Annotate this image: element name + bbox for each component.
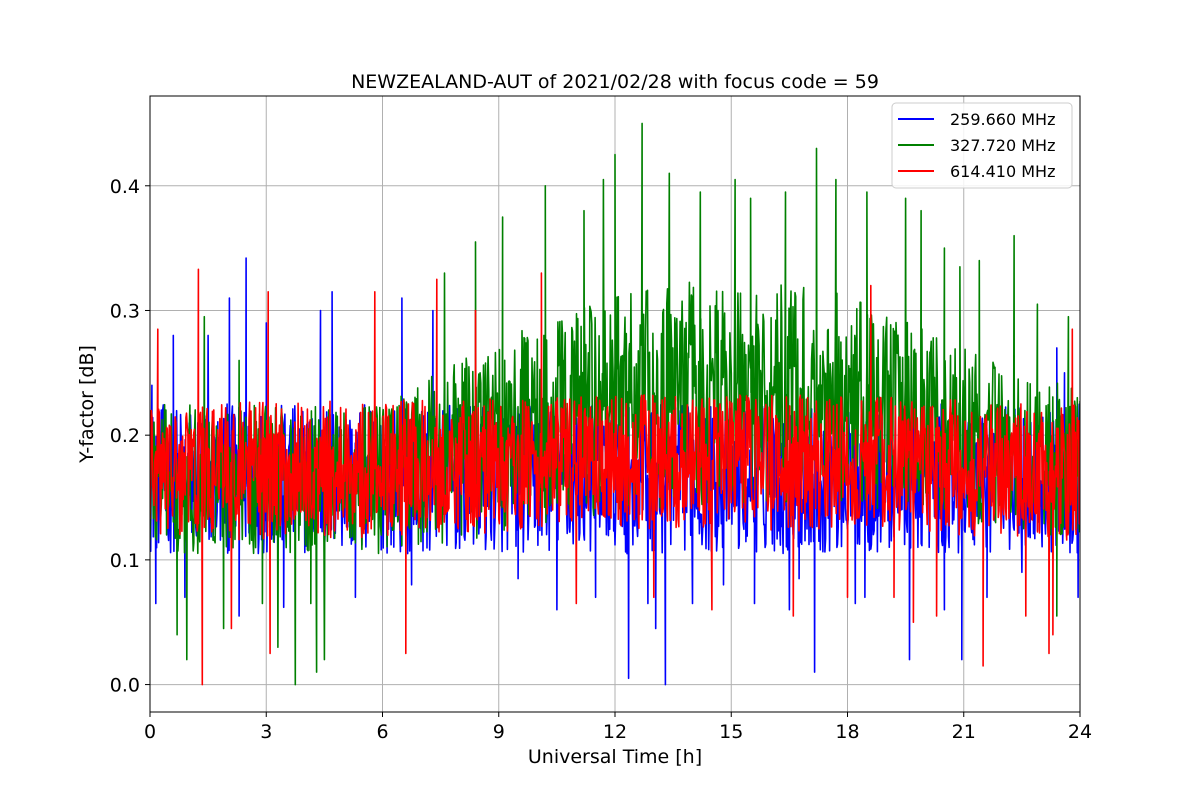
y-tick-label: 0.0 [110,675,140,697]
x-tick-label: 21 [952,721,976,743]
legend-label: 259.660 MHz [950,110,1055,129]
series-layer [150,122,1080,686]
x-axis-label: Universal Time [h] [528,746,702,768]
x-tick-label: 3 [260,721,272,743]
legend-label: 327.720 MHz [950,136,1055,155]
x-tick-label: 0 [144,721,156,743]
y-axis-label: Y-factor [dB] [76,345,98,464]
x-tick-label: 18 [835,721,859,743]
y-tick-label: 0.3 [110,300,140,322]
legend: 259.660 MHz 327.720 MHz 614.410 MHz [891,102,1073,189]
x-tick-label: 12 [603,721,627,743]
x-tick-label: 24 [1068,721,1092,743]
series-line-2 [150,268,1080,686]
chart-title: NEWZEALAND-AUT of 2021/02/28 with focus … [351,71,879,93]
y-axis: 0.0 0.1 0.2 0.3 0.4 [110,176,150,697]
x-tick-label: 15 [719,721,743,743]
legend-label: 614.410 MHz [950,162,1055,181]
x-tick-label: 6 [376,721,388,743]
y-tick-label: 0.4 [110,176,140,198]
legend-box [891,102,1073,189]
x-axis: 0 3 6 9 12 15 18 21 24 [144,712,1092,743]
x-tick-label: 9 [493,721,505,743]
y-tick-label: 0.2 [110,425,140,447]
y-tick-label: 0.1 [110,550,140,572]
